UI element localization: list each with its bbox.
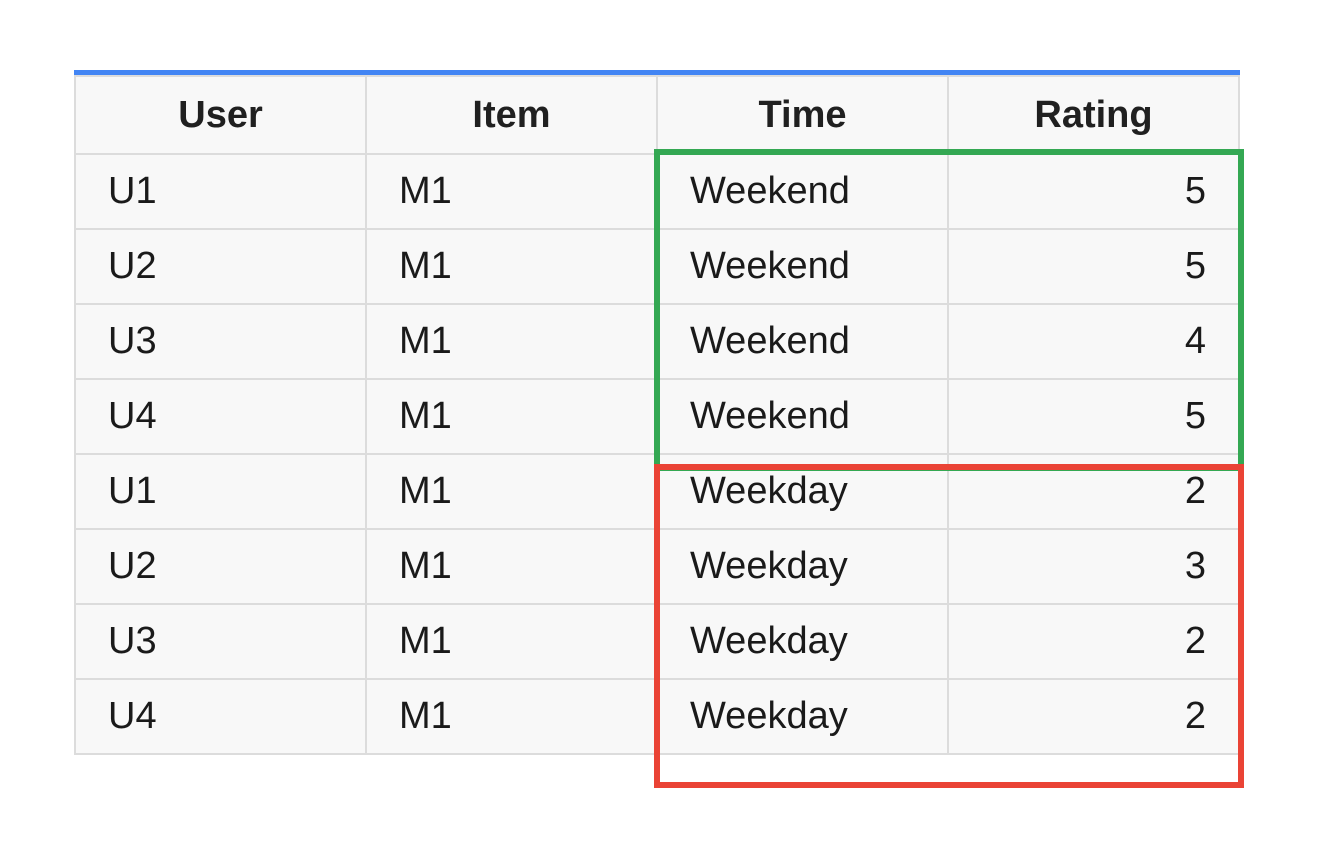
header-user: User bbox=[74, 75, 367, 155]
table-row: U4 M1 Weekend 5 bbox=[74, 378, 1240, 455]
cell-time: Weekend bbox=[656, 378, 949, 455]
cell-item: M1 bbox=[365, 528, 658, 605]
cell-time: Weekend bbox=[656, 153, 949, 230]
cell-time: Weekday bbox=[656, 528, 949, 605]
cell-item: M1 bbox=[365, 603, 658, 680]
table-row: U1 M1 Weekday 2 bbox=[74, 453, 1240, 530]
cell-rating: 2 bbox=[947, 678, 1240, 755]
cell-time: Weekday bbox=[656, 453, 949, 530]
cell-rating: 5 bbox=[947, 228, 1240, 305]
cell-item: M1 bbox=[365, 378, 658, 455]
table-header-row: User Item Time Rating bbox=[74, 75, 1240, 155]
header-rating: Rating bbox=[947, 75, 1240, 155]
cell-rating: 5 bbox=[947, 378, 1240, 455]
ratings-table: User Item Time Rating U1 M1 Weekend 5 U2… bbox=[74, 75, 1240, 755]
header-item: Item bbox=[365, 75, 658, 155]
table-row: U3 M1 Weekend 4 bbox=[74, 303, 1240, 380]
cell-time: Weekday bbox=[656, 603, 949, 680]
cell-time: Weekend bbox=[656, 228, 949, 305]
cell-rating: 3 bbox=[947, 528, 1240, 605]
cell-time: Weekday bbox=[656, 678, 949, 755]
cell-user: U1 bbox=[74, 453, 367, 530]
cell-user: U3 bbox=[74, 303, 367, 380]
cell-time: Weekend bbox=[656, 303, 949, 380]
cell-rating: 4 bbox=[947, 303, 1240, 380]
table-row: U2 M1 Weekday 3 bbox=[74, 528, 1240, 605]
cell-user: U1 bbox=[74, 153, 367, 230]
cell-user: U4 bbox=[74, 378, 367, 455]
cell-user: U4 bbox=[74, 678, 367, 755]
cell-user: U2 bbox=[74, 528, 367, 605]
cell-rating: 2 bbox=[947, 453, 1240, 530]
cell-item: M1 bbox=[365, 678, 658, 755]
cell-item: M1 bbox=[365, 303, 658, 380]
ratings-table-container: User Item Time Rating U1 M1 Weekend 5 U2… bbox=[74, 70, 1240, 755]
cell-item: M1 bbox=[365, 453, 658, 530]
table-row: U4 M1 Weekday 2 bbox=[74, 678, 1240, 755]
table-row: U2 M1 Weekend 5 bbox=[74, 228, 1240, 305]
table-row: U3 M1 Weekday 2 bbox=[74, 603, 1240, 680]
cell-rating: 2 bbox=[947, 603, 1240, 680]
cell-item: M1 bbox=[365, 228, 658, 305]
header-time: Time bbox=[656, 75, 949, 155]
cell-rating: 5 bbox=[947, 153, 1240, 230]
table-row: U1 M1 Weekend 5 bbox=[74, 153, 1240, 230]
cell-item: M1 bbox=[365, 153, 658, 230]
cell-user: U3 bbox=[74, 603, 367, 680]
header-accent-rule bbox=[74, 70, 1240, 75]
cell-user: U2 bbox=[74, 228, 367, 305]
